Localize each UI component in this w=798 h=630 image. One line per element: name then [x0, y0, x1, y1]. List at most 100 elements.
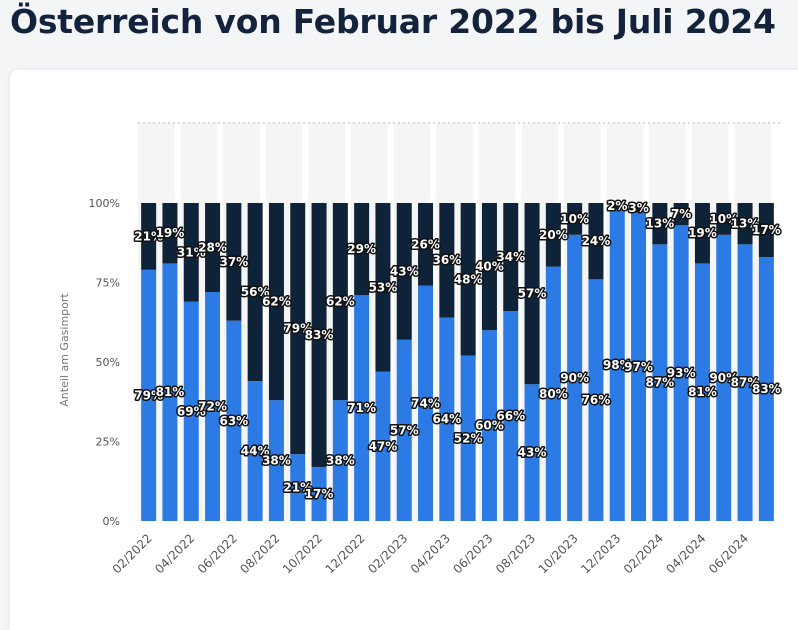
bar-segment-series-2[interactable] — [758, 203, 774, 258]
data-label-series-1: 81% — [156, 385, 185, 399]
bar-segment-series-2[interactable] — [226, 203, 242, 321]
bar-segment-series-2[interactable] — [588, 203, 604, 280]
bar-segment-series-1[interactable] — [737, 244, 753, 521]
data-label-series-1: 76% — [582, 393, 611, 407]
bar-segment-series-2[interactable] — [247, 203, 263, 382]
bar-segment-series-2[interactable] — [290, 203, 306, 455]
bar-segment-series-1[interactable] — [205, 292, 221, 521]
bar-segment-series-2[interactable] — [205, 203, 221, 293]
bar-segment-series-1[interactable] — [545, 266, 561, 521]
bar-segment-series-1[interactable] — [418, 285, 434, 521]
x-tick-label: 06/2024 — [706, 531, 751, 576]
bar-segment-series-1[interactable] — [247, 381, 263, 521]
bar-segment-series-2[interactable] — [524, 203, 540, 385]
bar-segment-series-1[interactable] — [141, 269, 157, 521]
data-label-series-1: 90% — [560, 371, 589, 385]
bar-segment-series-1[interactable] — [162, 263, 178, 521]
bar-segment-series-2[interactable] — [716, 203, 732, 235]
bar-segment-series-2[interactable] — [673, 203, 689, 226]
data-label-series-2: 13% — [645, 217, 674, 231]
bar-segment-series-1[interactable] — [439, 317, 455, 521]
bar-segment-series-1[interactable] — [375, 371, 391, 521]
bar-segment-series-1[interactable] — [354, 295, 370, 521]
data-label-series-2: 19% — [688, 226, 717, 240]
bar-segment-series-2[interactable] — [354, 203, 370, 296]
bar-segment-series-1[interactable] — [716, 234, 732, 522]
data-label-series-1: 90% — [709, 371, 738, 385]
bar-segment-series-1[interactable] — [758, 257, 774, 521]
data-label-series-2: 3% — [628, 201, 648, 215]
bar-segment-series-2[interactable] — [332, 203, 348, 401]
bar-segment-series-2[interactable] — [311, 203, 327, 467]
bar-segment-series-1[interactable] — [183, 301, 199, 521]
data-label-series-2: 34% — [496, 250, 525, 264]
data-label-series-2: 36% — [432, 253, 461, 267]
bar-segment-series-1[interactable] — [332, 400, 348, 521]
bar-segment-series-2[interactable] — [481, 203, 497, 331]
bar-segment-series-2[interactable] — [141, 203, 157, 270]
x-tick-label: 06/2023 — [450, 531, 495, 576]
x-tick-label: 02/2024 — [621, 531, 666, 576]
bar-segment-series-2[interactable] — [567, 203, 583, 235]
bar-segment-series-2[interactable] — [439, 203, 455, 318]
bar-segment-series-1[interactable] — [268, 400, 284, 521]
bar-segment-series-2[interactable] — [609, 203, 625, 210]
bar-segment-series-1[interactable] — [567, 234, 583, 522]
data-label-series-1: 57% — [390, 423, 419, 437]
data-label-series-1: 43% — [518, 446, 547, 460]
data-label-series-2: 7% — [671, 207, 691, 221]
bar-segment-series-1[interactable] — [290, 454, 306, 521]
data-label-series-2: 62% — [262, 295, 291, 309]
bar-segment-series-2[interactable] — [737, 203, 753, 245]
bar-segment-series-2[interactable] — [375, 203, 391, 372]
data-label-series-2: 43% — [390, 264, 419, 278]
bar-segment-series-1[interactable] — [673, 225, 689, 521]
bar-segment-series-2[interactable] — [396, 203, 412, 340]
data-label-series-1: 87% — [645, 376, 674, 390]
data-label-series-2: 53% — [369, 280, 398, 294]
bar-segment-series-2[interactable] — [631, 203, 647, 213]
x-tick-label: 02/2022 — [110, 531, 155, 576]
data-label-series-1: 47% — [369, 439, 398, 453]
data-label-series-2: 29% — [347, 242, 376, 256]
data-label-series-1: 66% — [496, 409, 525, 423]
x-tick-label: 08/2022 — [237, 531, 282, 576]
data-label-series-1: 44% — [241, 444, 270, 458]
bar-segment-series-1[interactable] — [460, 355, 476, 521]
bar-segment-series-1[interactable] — [652, 244, 668, 521]
data-label-series-2: 19% — [156, 226, 185, 240]
bar-segment-series-1[interactable] — [694, 263, 710, 521]
bar-segment-series-1[interactable] — [481, 330, 497, 521]
bar-segment-series-2[interactable] — [503, 203, 519, 312]
page-title: Österreich von Februar 2022 bis Juli 202… — [10, 2, 776, 41]
bar-segment-series-2[interactable] — [183, 203, 199, 302]
y-tick-label: 0% — [103, 515, 120, 528]
bar-segment-series-1[interactable] — [503, 311, 519, 521]
x-tick-label: 04/2024 — [663, 531, 708, 576]
bar-segment-series-1[interactable] — [396, 339, 412, 521]
bar-segment-series-1[interactable] — [311, 466, 327, 521]
data-label-series-1: 17% — [305, 487, 334, 501]
data-label-series-2: 83% — [305, 328, 334, 342]
bar-segment-series-2[interactable] — [694, 203, 710, 264]
data-label-series-2: 31% — [177, 245, 206, 259]
bar-segment-series-1[interactable] — [631, 212, 647, 522]
bar-segment-series-1[interactable] — [226, 320, 242, 521]
y-tick-label: 50% — [96, 356, 120, 369]
bar-segment-series-2[interactable] — [162, 203, 178, 264]
bar-segment-series-2[interactable] — [418, 203, 434, 286]
bar-segment-series-1[interactable] — [524, 384, 540, 521]
bar-segment-series-1[interactable] — [609, 209, 625, 522]
data-label-series-1: 63% — [219, 414, 248, 428]
data-label-series-1: 79% — [134, 388, 163, 402]
data-label-series-1: 69% — [177, 404, 206, 418]
y-axis-label: Anteil am Gasimport — [58, 293, 71, 407]
bar-segment-series-2[interactable] — [268, 203, 284, 401]
data-label-series-1: 71% — [347, 401, 376, 415]
bar-segment-series-2[interactable] — [460, 203, 476, 356]
bar-segment-series-2[interactable] — [545, 203, 561, 267]
bar-segment-series-1[interactable] — [588, 279, 604, 521]
data-label-series-2: 37% — [219, 255, 248, 269]
bar-segment-series-2[interactable] — [652, 203, 668, 245]
data-label-series-2: 10% — [560, 212, 589, 226]
